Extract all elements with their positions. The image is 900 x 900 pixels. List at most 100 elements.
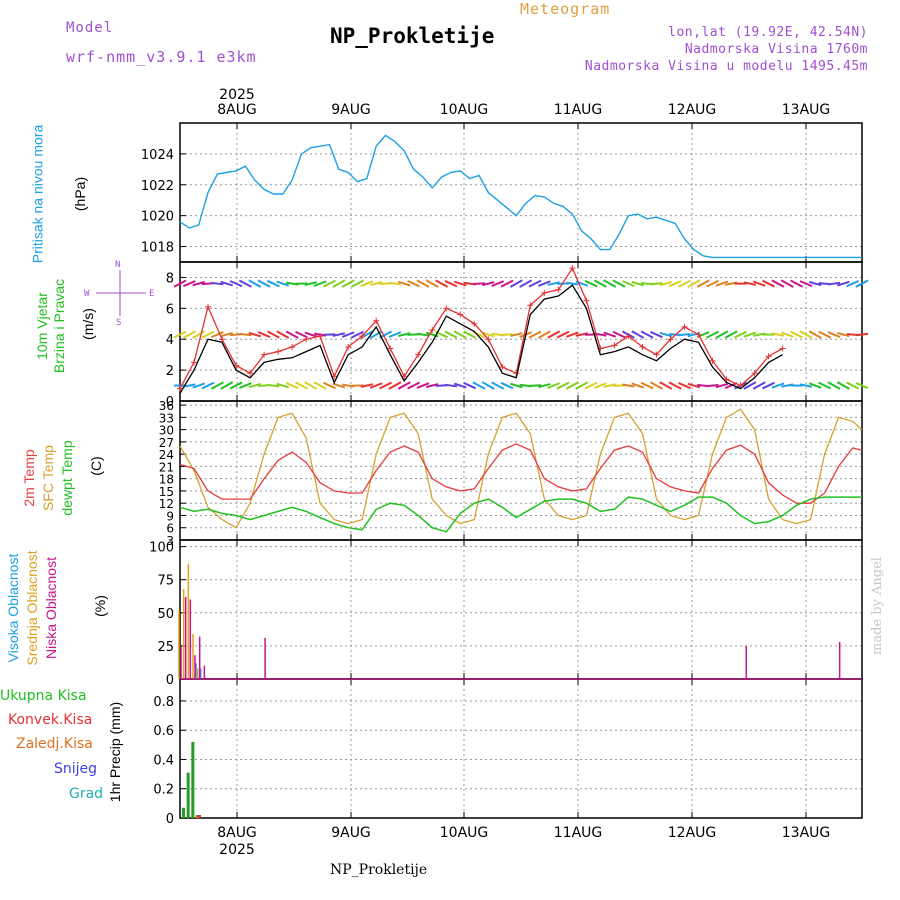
wind-direction-arrow — [239, 382, 252, 389]
ytick-label-clouds: 75 — [157, 574, 174, 589]
wind-direction-arrow — [846, 280, 860, 288]
wind-direction-arrow — [304, 331, 318, 338]
wind-direction-arrow — [827, 331, 841, 339]
wind-gust-marker — [569, 265, 576, 272]
year-label-bottom: 2025 — [219, 842, 255, 858]
wind-gust-marker — [527, 302, 534, 309]
wind-direction-arrow — [182, 280, 196, 288]
panel-frame-clouds — [179, 539, 863, 680]
wind-direction-arrow — [444, 330, 458, 339]
wind-direction-arrow — [575, 381, 589, 390]
ytick-label-pressure: 1024 — [141, 148, 174, 163]
precip-bar-1 — [198, 815, 202, 818]
wind-direction-arrow — [566, 281, 579, 286]
compass-s: S — [116, 318, 122, 328]
day-label-bottom: 11AUG — [554, 825, 603, 841]
wind-direction-arrow — [453, 280, 467, 287]
wind-direction-arrow — [678, 279, 691, 288]
wind-direction-arrow — [734, 330, 747, 339]
day-label-bottom: 13AUG — [782, 825, 831, 841]
wind-direction-arrow — [790, 279, 804, 288]
day-label-bottom: 9AUG — [331, 825, 371, 841]
wind-direction-arrow — [837, 280, 850, 287]
day-label-top: 13AUG — [782, 102, 831, 118]
wind-direction-arrow — [799, 383, 813, 388]
wind-direction-arrow — [706, 330, 719, 339]
ytick-label-precip: 0.2 — [153, 783, 174, 798]
wind-direction-arrow — [285, 382, 299, 390]
wind-direction-arrow — [360, 330, 374, 339]
precip-bar-2 — [195, 816, 199, 818]
wind-gust-marker — [611, 342, 618, 349]
wind-direction-arrow — [276, 280, 290, 287]
wind-gust-marker — [695, 331, 702, 338]
ytick-label-temperature: 9 — [166, 509, 174, 523]
wind-direction-arrow — [696, 279, 710, 288]
wind-direction-arrow — [211, 281, 224, 286]
day-label-bottom: 12AUG — [668, 825, 717, 841]
wind-direction-arrow — [323, 279, 336, 288]
wind-direction-arrow — [294, 381, 308, 390]
wind-direction-arrow — [799, 280, 813, 288]
wind-direction-arrow — [510, 382, 523, 389]
wind-direction-arrow — [565, 381, 579, 390]
ytick-label-wind: 0 — [166, 395, 174, 410]
ytick-label-pressure: 1022 — [141, 179, 174, 194]
wind-gust-marker — [499, 364, 506, 371]
wind-direction-arrow — [360, 383, 374, 388]
wind-direction-arrow — [210, 331, 224, 339]
wind-gust-marker — [639, 343, 646, 350]
ytick-label-wind: 8 — [166, 271, 174, 286]
ytick-label-temperature: 21 — [159, 460, 174, 474]
station-title: NP_Prokletije — [330, 24, 495, 48]
wind-direction-arrow — [780, 331, 794, 338]
wind-gust-marker — [471, 320, 478, 327]
ytick-label-temperature: 27 — [159, 436, 174, 450]
wind-direction-arrow — [425, 279, 439, 288]
wind-gust-marker — [737, 382, 744, 389]
wind-direction-arrow — [640, 381, 654, 390]
wind-gust-marker — [555, 286, 562, 293]
ytick-label-temperature: 36 — [159, 399, 174, 413]
wind-gust-marker — [443, 305, 450, 312]
wind-direction-arrow — [790, 330, 804, 339]
wind-direction-arrow — [510, 332, 523, 338]
wind-direction-arrow — [500, 279, 514, 288]
wind-direction-arrow — [500, 333, 514, 336]
wind-direction-arrow — [482, 281, 495, 287]
wind-direction-arrow — [295, 330, 308, 339]
wind-direction-arrow — [173, 279, 187, 288]
wind-direction-arrow — [631, 280, 645, 287]
wind-gust-marker — [261, 351, 268, 358]
wind-direction-arrow — [575, 280, 589, 287]
day-label-bottom: 10AUG — [440, 825, 489, 841]
wind-direction-arrow — [229, 381, 243, 390]
wind-gust-marker — [415, 351, 422, 358]
wind-gust-marker — [317, 333, 324, 340]
wind-gust-marker — [205, 303, 212, 310]
wind-direction-arrow — [837, 332, 850, 338]
wind-direction-arrow — [257, 331, 271, 339]
wind-direction-arrow — [220, 280, 233, 287]
wind-gust-marker — [359, 333, 366, 340]
panel-frame-temperature — [179, 400, 863, 541]
ytick-label-temperature: 15 — [159, 485, 174, 499]
wind-direction-arrow — [593, 279, 607, 288]
2m-temp-line — [179, 443, 863, 504]
wind-direction-arrow — [201, 330, 215, 339]
wind-direction-arrow — [248, 279, 262, 288]
wind-direction-arrow — [537, 330, 551, 339]
year-label-top: 2025 — [219, 87, 255, 103]
wind-direction-arrow — [463, 381, 477, 390]
wind-direction-arrow — [379, 381, 392, 390]
wind-direction-arrow — [304, 281, 318, 286]
model-label: Model — [66, 20, 114, 36]
wind-gust-marker — [583, 297, 590, 304]
wind-direction-arrow — [341, 279, 355, 288]
wind-direction-arrow — [369, 281, 383, 287]
ytick-label-pressure: 1018 — [141, 241, 174, 256]
wind-direction-arrow — [332, 382, 346, 389]
wind-direction-arrow — [257, 279, 271, 288]
wind-direction-arrow — [341, 331, 355, 338]
ytick-label-clouds: 100 — [149, 541, 174, 556]
